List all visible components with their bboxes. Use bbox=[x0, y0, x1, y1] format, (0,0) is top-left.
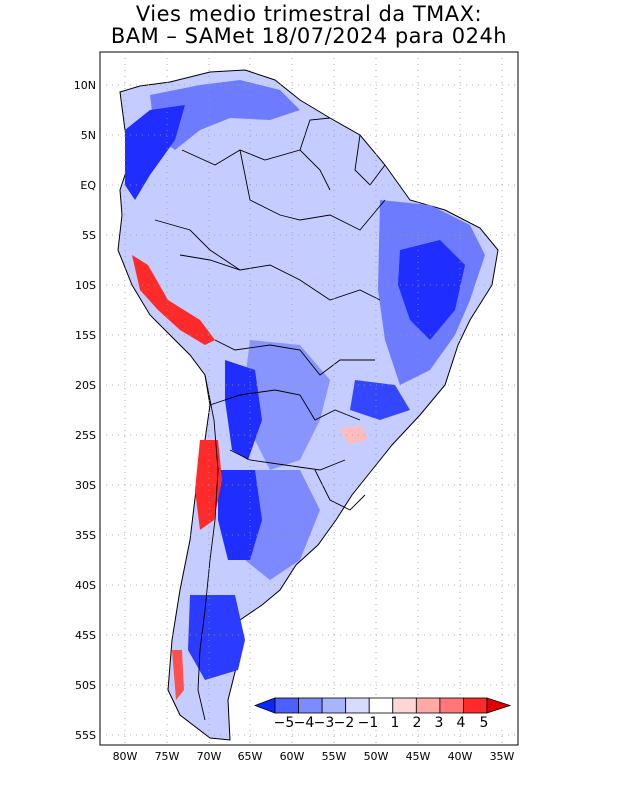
colorbar-label: −2 bbox=[334, 715, 355, 731]
lon-label: 50W bbox=[364, 750, 389, 763]
colorbar-label: −5 bbox=[274, 715, 295, 731]
map-title-line-1: Vies medio trimestral da TMAX: bbox=[135, 2, 483, 26]
lat-label: 40S bbox=[75, 579, 96, 592]
bias-region-red-peru-coast bbox=[132, 255, 215, 345]
colorbar-label: −1 bbox=[358, 715, 379, 731]
lat-label: 15S bbox=[75, 329, 96, 342]
colorbar-label: −4 bbox=[294, 715, 315, 731]
country-borders bbox=[154, 117, 386, 721]
colorbar-segment bbox=[439, 697, 464, 714]
lon-label: 45W bbox=[406, 750, 431, 763]
latitude-labels: 10N 5N EQ 5S 10S 15S 20S 25S 30S 35S 40S… bbox=[74, 79, 97, 742]
colorbar-segment bbox=[415, 697, 441, 714]
bias-region-deep-blue-northeast bbox=[398, 240, 465, 340]
lon-label: 55W bbox=[322, 750, 347, 763]
lon-label: 65W bbox=[238, 750, 263, 763]
lon-label: 70W bbox=[197, 750, 222, 763]
bias-region-red-southern-chile bbox=[172, 650, 184, 700]
lon-label: 75W bbox=[155, 750, 180, 763]
lat-label: 25S bbox=[75, 429, 96, 442]
colorbar-segment bbox=[345, 697, 370, 714]
lon-label: 35W bbox=[490, 750, 515, 763]
colorbar-arrow-right bbox=[486, 697, 512, 714]
colorbar bbox=[253, 697, 512, 714]
longitude-labels: 80W 75W 70W 65W 60W 55W 50W 45W 40W 35W bbox=[113, 750, 515, 763]
colorbar-label: 4 bbox=[457, 715, 466, 731]
lat-label: EQ bbox=[80, 179, 96, 192]
bias-region-deep-blue-argentina bbox=[218, 470, 262, 560]
colorbar-label: −3 bbox=[314, 715, 335, 731]
colorbar-segment bbox=[392, 697, 417, 714]
map-title-line-2: BAM – SAMet 18/07/2024 para 024h bbox=[110, 24, 508, 48]
lat-label: 55S bbox=[75, 729, 96, 742]
lat-label: 10N bbox=[74, 79, 96, 92]
lat-label: 20S bbox=[75, 379, 96, 392]
colorbar-label: 1 bbox=[391, 715, 400, 731]
bias-region-deep-blue-andes-north bbox=[125, 105, 185, 200]
bias-region-light-red-spot bbox=[340, 426, 368, 444]
colorbar-label: 3 bbox=[435, 715, 444, 731]
colorbar-segment bbox=[321, 697, 347, 714]
colorbar-segment bbox=[463, 697, 488, 714]
colorbar-segment bbox=[298, 697, 323, 714]
colorbar-label: 2 bbox=[413, 715, 422, 731]
lat-label: 45S bbox=[75, 629, 96, 642]
colorbar-label: 5 bbox=[480, 715, 489, 731]
bias-region-deep-blue-patagonia bbox=[188, 595, 245, 680]
lat-label: 5S bbox=[82, 229, 96, 242]
lat-label: 50S bbox=[75, 679, 96, 692]
grid bbox=[100, 52, 518, 745]
lon-label: 40W bbox=[448, 750, 473, 763]
colorbar-labels: −5 −4 −3 −2 −1 1 2 3 4 5 bbox=[274, 715, 489, 731]
bias-region-mid-blue-central bbox=[245, 340, 330, 470]
lat-label: 5N bbox=[81, 129, 96, 142]
lat-label: 10S bbox=[75, 279, 96, 292]
bias-region-deep-blue-southeast bbox=[350, 380, 410, 420]
colorbar-segment bbox=[274, 697, 299, 714]
lon-label: 60W bbox=[280, 750, 305, 763]
lat-label: 35S bbox=[75, 529, 96, 542]
lon-label: 80W bbox=[113, 750, 138, 763]
bias-region-mid-blue-north bbox=[150, 80, 300, 150]
bias-region-deep-blue-altiplano bbox=[225, 360, 262, 460]
lat-label: 30S bbox=[75, 479, 96, 492]
colorbar-segment bbox=[368, 697, 394, 714]
bias-region-mid-blue-south bbox=[245, 470, 320, 580]
